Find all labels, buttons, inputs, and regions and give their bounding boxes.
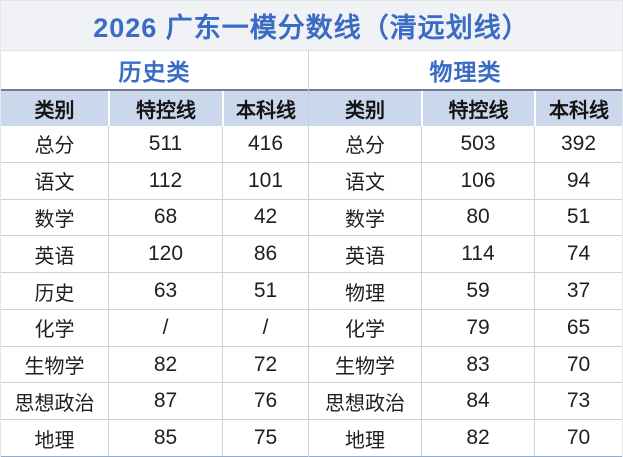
score-cell: 37 [534, 273, 622, 309]
subject-cell: 总分 [34, 135, 75, 158]
score-cell: 73 [534, 383, 622, 420]
subject-cell: 生物学 [335, 356, 395, 379]
subject-cell: 地理 [345, 429, 385, 452]
page-title: 2026 广东一模分数线（清远划线） [1, 1, 622, 51]
score-cell: 120 [108, 236, 222, 273]
column-header: 特控线 [108, 91, 222, 126]
table-row: 英语 114 74 [309, 235, 622, 273]
table-row: 地理 82 70 [309, 419, 622, 457]
section-header-row: 历史类 物理类 [1, 51, 622, 89]
score-cell: 51 [534, 199, 622, 236]
score-cell: 87 [108, 383, 222, 420]
score-cell: 42 [222, 199, 308, 236]
subject-cell: 英语 [345, 245, 385, 268]
score-cell: 503 [421, 126, 534, 162]
subject-cell: 地理 [34, 429, 75, 452]
section-header-history: 历史类 [1, 51, 309, 89]
table-row: 地理 85 75 [1, 419, 308, 457]
score-cell: 59 [421, 273, 534, 309]
subject-cell: 物理 [345, 282, 385, 305]
subject-cell: 化学 [34, 319, 75, 342]
subject-cell: 生物学 [24, 356, 85, 379]
score-cell: 106 [421, 162, 534, 199]
score-cell: 72 [222, 346, 308, 383]
table-row: 数学 80 51 [309, 198, 622, 236]
score-cell: 75 [222, 420, 308, 457]
column-header: 本科线 [222, 91, 308, 126]
subject-cell: 数学 [34, 208, 75, 231]
table-row: 英语 120 86 [1, 235, 308, 273]
subject-cell: 历史 [34, 282, 75, 305]
column-header: 类别 [34, 100, 75, 122]
score-cell: 112 [108, 162, 222, 199]
score-cell: 83 [421, 346, 534, 383]
score-cell: 84 [421, 383, 534, 420]
score-cell: 114 [421, 236, 534, 273]
subject-cell: 思想政治 [325, 392, 405, 415]
column-header: 特控线 [421, 91, 534, 126]
subject-cell: 思想政治 [14, 392, 95, 415]
subject-cell: 数学 [345, 208, 385, 231]
score-cell: 82 [421, 420, 534, 457]
table-row: 生物学 83 70 [309, 345, 622, 383]
table-row: 语文 106 94 [309, 161, 622, 199]
tables-container: 类别 特控线 本科线 总分 511 416 语文 112 101 数学 68 42 英语 120 86 历史 6… [1, 89, 622, 457]
score-cell: 416 [222, 126, 308, 162]
subject-cell: 语文 [34, 172, 75, 195]
score-cell: / [108, 309, 222, 346]
table-row: 思想政治 87 76 [1, 382, 308, 420]
table-row: 历史 63 51 [1, 272, 308, 309]
table-row: 总分 503 392 [309, 126, 622, 162]
score-cell: 65 [534, 309, 622, 346]
score-cell: 68 [108, 199, 222, 236]
score-cell: 70 [534, 346, 622, 383]
score-cell: 63 [108, 273, 222, 309]
table-row: 数学 68 42 [1, 198, 308, 236]
score-cell: 76 [222, 383, 308, 420]
table-row: 生物学 82 72 [1, 345, 308, 383]
subject-cell: 英语 [34, 245, 75, 268]
table-row: 思想政治 84 73 [309, 382, 622, 420]
score-cell: 101 [222, 162, 308, 199]
table-row: 化学 79 65 [309, 308, 622, 346]
table-row: 总分 511 416 [1, 126, 308, 162]
section-header-physics: 物理类 [429, 59, 502, 85]
score-cell: 392 [534, 126, 622, 162]
score-cell: 80 [421, 199, 534, 236]
score-cell: 86 [222, 236, 308, 273]
table-row: 化学 / / [1, 308, 308, 346]
score-cell: 74 [534, 236, 622, 273]
score-cell: 70 [534, 420, 622, 457]
subject-cell: 化学 [345, 319, 385, 342]
column-header: 本科线 [534, 91, 622, 126]
score-cell: 82 [108, 346, 222, 383]
score-cell: 51 [222, 273, 308, 309]
score-cell: 79 [421, 309, 534, 346]
score-cell: 94 [534, 162, 622, 199]
score-cell: 85 [108, 420, 222, 457]
table-row: 语文 112 101 [1, 161, 308, 199]
column-header-row: 类别 特控线 本科线 [1, 89, 308, 126]
column-header: 类别 [345, 100, 385, 122]
physics-score-table: 类别 特控线 本科线总分 503 392 语文 106 94 数学 80 51 英语 114 74 物理 59… [308, 89, 622, 457]
score-cell: 511 [108, 126, 222, 162]
score-cell: / [222, 309, 308, 346]
table-row: 物理 59 37 [309, 272, 622, 309]
table-body: 总分 511 416 语文 112 101 数学 68 42 英语 120 86 历史 63 51 化学 / / 生… [1, 126, 308, 457]
history-score-table: 类别 特控线 本科线总分 511 416 语文 112 101 数学 68 42 英语 120 86 历史 6… [1, 89, 308, 457]
table-body: 总分 503 392 语文 106 94 数学 80 51 英语 114 74 物理 59 37 化学 79 65… [309, 126, 622, 457]
column-header-row: 类别 特控线 本科线 [309, 89, 622, 126]
subject-cell: 语文 [345, 172, 385, 195]
subject-cell: 总分 [345, 135, 385, 158]
